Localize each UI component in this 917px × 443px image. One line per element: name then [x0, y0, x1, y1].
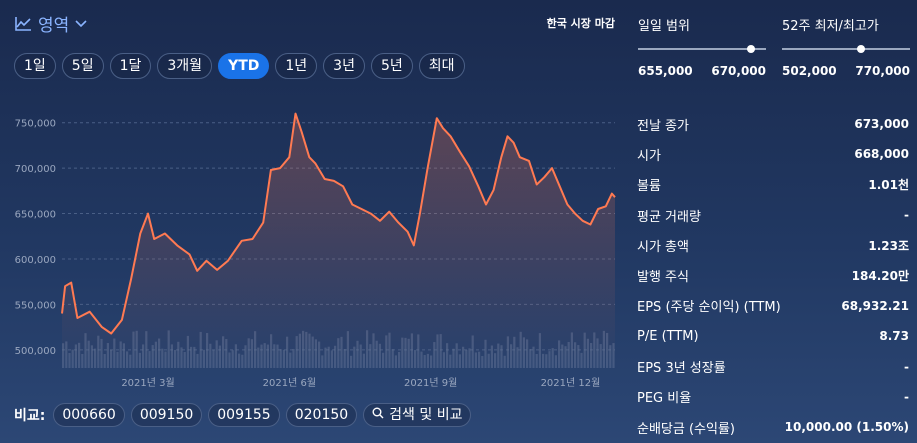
week52-range: 52주 최저/최고가 502,000 770,000 — [782, 15, 910, 78]
range-1m-button[interactable]: 1달 — [109, 53, 152, 79]
compare-chip-020150[interactable]: 020150 — [285, 403, 358, 427]
day-range: 일일 범위 655,000 670,000 — [638, 15, 766, 78]
y-tick-label: 700,000 — [15, 164, 56, 175]
range-5d-button[interactable]: 5일 — [61, 53, 104, 79]
day-range-title: 일일 범위 — [638, 19, 690, 34]
day-range-high: 670,000 — [711, 64, 766, 78]
stat-row-market-cap: 시가 총액 1.23조 — [637, 230, 909, 260]
range-1y-button[interactable]: 1년 — [275, 53, 318, 79]
market-status: 한국 시장 마감 — [546, 17, 615, 30]
range-1d-button[interactable]: 1일 — [14, 53, 56, 79]
compare-chip-000660[interactable]: 000660 — [53, 403, 125, 427]
price-line — [61, 112, 616, 335]
range-selector: 1일 5일 1달 3개월 YTD 1년 3년 5년 최대 — [14, 53, 465, 79]
y-tick-label: 650,000 — [15, 210, 56, 221]
stat-value: - — [904, 359, 909, 374]
stat-label: 볼륨 — [637, 179, 661, 195]
compare-bar: 비교: 000660 009150 009155 020150 검색 및 비교 — [14, 403, 472, 427]
search-compare-label: 검색 및 비교 — [389, 407, 463, 423]
stat-row-volume: 볼륨 1.01천 — [637, 170, 909, 200]
compare-chip-009150[interactable]: 009150 — [130, 403, 203, 427]
stat-value: 68,932.21 — [841, 298, 909, 313]
price-area — [62, 113, 615, 368]
stats-table: 전날 종가 673,000 시가 668,000 볼륨 1.01천 평균 거래량 - 시… — [637, 109, 909, 442]
day-range-marker — [746, 45, 755, 53]
compare-chip-009155[interactable]: 009155 — [208, 403, 280, 427]
stat-label: 시가 총액 — [637, 239, 689, 255]
stat-row-shares: 발행 주식 184.20만 — [637, 260, 909, 290]
y-tick-label: 500,000 — [15, 346, 56, 357]
stat-row-eps: EPS (주당 순이익) (TTM) 68,932.21 — [637, 291, 909, 321]
stat-row-peg: PEG 비율 - — [637, 382, 909, 412]
stat-value: - — [904, 208, 909, 223]
quote-summary-panel: 일일 범위 655,000 670,000 52주 최저/최고가 502,000… — [625, 0, 917, 443]
week52-range-slider — [782, 45, 910, 53]
stat-label: 시가 — [637, 148, 661, 164]
price-chart[interactable]: 750,000 700,000 650,000 600,000 550,000 500,0… — [0, 96, 620, 396]
stat-row-pe: P/E (TTM) 8.73 — [637, 321, 909, 351]
stat-row-eps-growth: EPS 3년 성장률 - — [637, 351, 909, 381]
day-range-low: 655,000 — [638, 64, 693, 78]
range-ytd-button[interactable]: YTD — [218, 53, 270, 79]
week52-range-marker — [857, 45, 866, 53]
range-5y-button[interactable]: 5년 — [370, 53, 413, 79]
search-compare-button[interactable]: 검색 및 비교 — [363, 403, 472, 427]
search-icon — [372, 404, 384, 426]
stat-label: 순배당금 (수익률) — [637, 421, 735, 437]
y-tick-label: 750,000 — [15, 119, 56, 130]
chart-panel: 영역 한국 시장 마감 1일 5일 1달 3개월 YTD 1년 3년 5년 최대… — [0, 11, 620, 427]
range-3m-button[interactable]: 3개월 — [157, 53, 213, 79]
x-tick-label: 2021년 6월 — [263, 377, 316, 389]
stat-value: 10,000.00 (1.50%) — [784, 420, 909, 435]
stat-value: 668,000 — [854, 147, 909, 162]
x-tick-label: 2021년 12월 — [541, 377, 601, 389]
week52-range-low: 502,000 — [782, 64, 837, 78]
stat-label: P/E (TTM) — [637, 328, 699, 344]
week52-range-title: 52주 최저/최고가 — [782, 19, 879, 34]
stat-label: PEG 비율 — [637, 391, 692, 407]
week52-range-high: 770,000 — [855, 64, 910, 78]
stat-label: EPS 3년 성장률 — [637, 361, 726, 377]
y-tick-label: 550,000 — [15, 300, 56, 311]
y-tick-label: 600,000 — [15, 255, 56, 266]
area-chart-icon — [14, 16, 32, 32]
stat-label: EPS (주당 순이익) (TTM) — [637, 300, 781, 316]
compare-label: 비교: — [14, 408, 46, 424]
day-range-slider — [638, 45, 766, 53]
x-tick-label: 2021년 9월 — [404, 377, 457, 389]
chevron-down-icon — [75, 19, 87, 28]
stat-value: 1.01천 — [868, 178, 909, 193]
range-max-button[interactable]: 최대 — [418, 53, 465, 79]
stat-value: 673,000 — [854, 117, 909, 132]
stat-value: 1.23조 — [868, 238, 909, 253]
stat-value: 8.73 — [879, 329, 909, 344]
stat-row-dividend: 순배당금 (수익률) 10,000.00 (1.50%) — [637, 412, 909, 442]
range-3y-button[interactable]: 3년 — [323, 53, 365, 79]
chart-type-label: 영역 — [38, 16, 70, 36]
chart-type-dropdown[interactable]: 영역 — [14, 11, 87, 36]
stat-value: - — [904, 389, 909, 404]
stat-label: 전날 종가 — [637, 118, 689, 134]
stat-row-open: 시가 668,000 — [637, 139, 909, 169]
x-tick-label: 2021년 3월 — [121, 377, 174, 389]
stat-row-prev-close: 전날 종가 673,000 — [637, 109, 909, 139]
stat-label: 평균 거래량 — [637, 209, 701, 225]
stat-label: 발행 주식 — [637, 270, 689, 286]
stat-row-avg-volume: 평균 거래량 - — [637, 200, 909, 230]
stat-value: 184.20만 — [851, 269, 909, 284]
